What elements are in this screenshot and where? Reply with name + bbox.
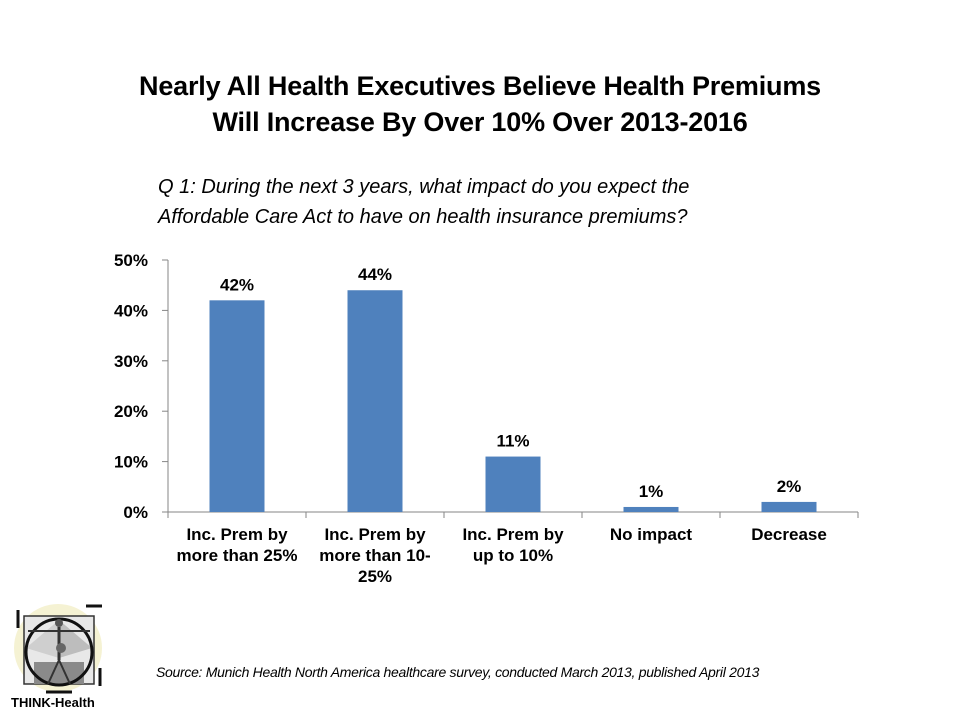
y-tick-label: 0% [123,503,148,522]
survey-question: Q 1: During the next 3 years, what impac… [158,172,858,232]
bar [761,501,817,512]
y-tick-label: 20% [114,402,148,421]
x-category-label: more than 25% [177,546,298,565]
x-category-label: Inc. Prem by [324,525,426,544]
title-line-2: Will Increase By Over 10% Over 2013-2016 [212,107,748,137]
bar [209,300,265,512]
y-tick-label: 10% [114,453,148,472]
question-line-1: Q 1: During the next 3 years, what impac… [158,176,690,198]
chart-title: Nearly All Health Executives Believe Hea… [0,68,960,140]
logo-text: THINK-Health [11,695,95,710]
data-label: 44% [358,265,392,284]
think-health-logo [6,598,116,716]
source-note: Source: Munich Health North America heal… [156,664,760,680]
y-tick-label: 50% [114,251,148,270]
x-category-label: No impact [610,525,693,544]
x-category-label: Inc. Prem by [186,525,288,544]
data-label: 42% [220,275,254,294]
data-label: 1% [639,482,664,501]
x-category-label: Decrease [751,525,827,544]
x-category-label: Inc. Prem by [462,525,564,544]
bar [623,506,679,512]
question-line-2: Affordable Care Act to have on health in… [158,206,688,228]
data-label: 11% [496,432,529,451]
x-category-label: up to 10% [473,546,553,565]
y-tick-label: 30% [114,352,148,371]
y-tick-label: 40% [114,301,148,320]
x-category-label: more than 10- [319,546,430,565]
bar [347,290,403,512]
vitruvian-man-icon [14,604,102,694]
bar [485,456,541,512]
x-category-label: 25% [358,567,392,586]
data-label: 2% [777,477,802,496]
title-line-1: Nearly All Health Executives Believe Hea… [139,71,821,101]
